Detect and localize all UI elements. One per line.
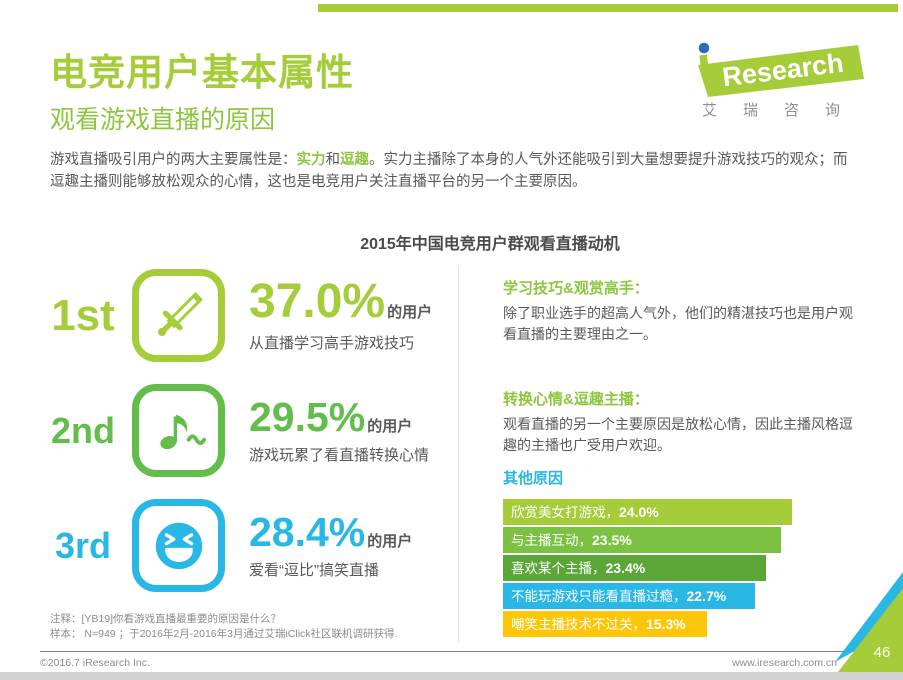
bar-label-5: 嘲笑主播技术不过关， — [511, 617, 646, 632]
page-title: 电竞用户基本属性 — [50, 52, 354, 93]
insight-block-1: 学习技巧&观赏高手： 除了职业选手的超高人气外，他们的精湛技巧也是用户观看直播的… — [503, 277, 863, 345]
intro-paragraph: 游戏直播吸引用户的两大主要属性是：实力和逗趣。实力主播除了本身的人气外还能吸引到… — [50, 149, 860, 193]
rank-text-3: 28.4% 的用户 爱看“逗比”搞笑直播 — [249, 508, 413, 580]
logo-i-stem — [699, 54, 710, 75]
insight-body-1: 除了职业选手的超高人气外，他们的精湛技巧也是用户观看直播的主要理由之一。 — [503, 305, 853, 342]
chart-title: 2015年中国电竞用户群观看直播动机 — [360, 236, 620, 253]
rank-text-2: 29.5% 的用户 游戏玩累了看直播转换心情 — [249, 393, 430, 465]
ranking-row-2: 2nd 29.5% 的用户 游戏玩累了看直播转换心情 — [42, 383, 482, 478]
music-note-icon — [159, 414, 206, 449]
website-link[interactable]: www.iresearch.com.cn — [731, 657, 837, 669]
bar-label-4: 不能玩游戏只能看直播过瘾， — [511, 589, 687, 604]
other-reasons-bars: 欣赏美女打游戏，24.0% 与主播互动，23.5% 喜欢某个主播，23.4% 不… — [503, 499, 792, 639]
rank-suffix-3: 的用户 — [367, 532, 413, 550]
rank-suffix-2: 的用户 — [367, 417, 413, 435]
intro-highlight-1: 实力 — [296, 152, 326, 168]
ranking-row-3: 3rd 28.4% 的用户 爱看“逗比”搞笑直播 — [42, 498, 482, 593]
intro-highlight-2: 逗趣 — [340, 152, 369, 168]
other-reason-bar-1: 欣赏美女打游戏，24.0% — [503, 499, 792, 525]
corner-triangle-cyan — [835, 572, 903, 662]
corner-triangle-lime — [838, 588, 903, 672]
rank-desc-3: 爱看“逗比”搞笑直播 — [249, 561, 379, 579]
column-divider — [458, 266, 459, 642]
insight-heading-2: 转换心情&逗趣主播： — [503, 391, 649, 408]
footnote-line-1: 注释：[YB19]你看游戏直播最重要的原因是什么？ — [50, 613, 282, 625]
insight-block-2: 转换心情&逗趣主播： 观看直播的另一个主要原因是放松心情，因此主播风格逗趣的主播… — [503, 388, 863, 456]
bar-value-2: 23.5% — [592, 532, 632, 548]
rank-icon-box-3 — [132, 499, 225, 592]
sword-icon — [157, 291, 203, 336]
other-reason-bar-4: 不能玩游戏只能看直播过瘾，22.7% — [503, 583, 755, 609]
corner-triangles: 46 — [835, 572, 903, 672]
footnote-line-2: 样本： N=949 ；于2016年2月-2016年3月通过艾瑞iClick社区联… — [50, 628, 398, 640]
rank-value-3: 28.4% — [249, 508, 366, 555]
rank-value-1: 37.0% — [249, 275, 386, 328]
logo-i-dot — [698, 42, 710, 54]
rank-label-1: 1st — [51, 290, 115, 340]
rank-text-1: 37.0% 的用户 从直播学习高手游戏技巧 — [249, 278, 432, 353]
intro-pre: 游戏直播吸引用户的两大主要属性是： — [50, 152, 297, 168]
copyright-text: ©2016.7 iResearch Inc. — [40, 657, 150, 669]
bar-label-3: 喜欢某个主播， — [511, 561, 606, 576]
insight-body-2: 观看直播的另一个主要原因是放松心情，因此主播风格逗趣的主播也广受用户欢迎。 — [503, 416, 853, 453]
footnotes: 注释：[YB19]你看游戏直播最重要的原因是什么？ 样本： N=949 ；于20… — [50, 612, 397, 642]
bar-value-3: 23.4% — [605, 560, 646, 576]
rank-suffix-1: 的用户 — [387, 304, 433, 321]
rank-label-2: 2nd — [50, 409, 115, 451]
other-reasons-heading: 其他原因 — [503, 470, 564, 487]
laughing-face-icon — [155, 522, 202, 569]
bar-label-2: 与主播互动， — [511, 533, 592, 548]
iresearch-logo: Research 艾瑞咨询 — [680, 34, 875, 122]
other-reason-bar-2: 与主播互动，23.5% — [503, 527, 781, 553]
rank-value-2: 29.5% — [249, 393, 366, 440]
corner-decoration: 46 — [825, 572, 903, 672]
intro-post: 。实力主播除了本身的人气外还能吸引到大量想要提升游戏技巧的观众；而逗趣主播则能够… — [50, 152, 848, 190]
intro-mid: 和 — [325, 152, 341, 168]
rank-desc-2: 游戏玩累了看直播转换心情 — [249, 446, 430, 464]
ranking-row-1: 1st 37.0% 的用户 从直播学习高手游戏技巧 — [42, 268, 482, 363]
page-number: 46 — [874, 644, 891, 661]
page-subtitle: 观看游戏直播的原因 — [50, 106, 276, 134]
bar-value-1: 24.0% — [619, 504, 659, 520]
rank-icon-box-1 — [132, 269, 225, 362]
bar-value-4: 22.7% — [686, 588, 727, 604]
iresearch-logo-graphic: Research 艾瑞咨询 — [698, 42, 866, 119]
logo-brand-cn: 艾瑞咨询 — [702, 102, 866, 119]
other-reason-bar-5: 嘲笑主播技术不过关，15.3% — [503, 611, 707, 637]
bar-label-1: 欣赏美女打游戏， — [511, 505, 619, 520]
rank-icon-box-2 — [132, 384, 225, 477]
rank-label-3: 3rd — [54, 524, 112, 566]
bar-value-5: 15.3% — [646, 616, 686, 632]
rank-desc-1: 从直播学习高手游戏技巧 — [249, 335, 415, 352]
other-reason-bar-3: 喜欢某个主播，23.4% — [503, 555, 766, 581]
page-edge-strip — [0, 672, 903, 680]
top-accent-bar — [318, 4, 898, 12]
footer-divider — [40, 651, 862, 652]
insight-heading-1: 学习技巧&观赏高手： — [503, 280, 649, 297]
